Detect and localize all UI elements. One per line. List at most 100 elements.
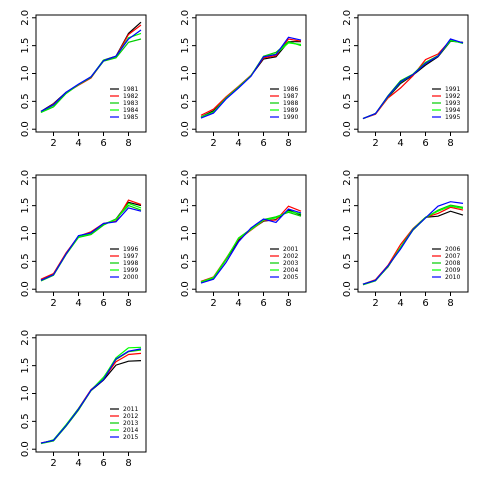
y-tick-label: 1.5 [20,358,31,374]
x-tick-label: 2 [372,138,378,149]
y-tick-label: 1.5 [342,198,353,214]
x-tick-label: 2 [50,458,56,469]
legend-label: 2011 [123,406,138,413]
legend-label: 2010 [445,274,460,281]
x-tick-label: 8 [125,298,131,309]
legend-label: 1987 [283,93,298,100]
legend-label: 1993 [445,100,460,107]
legend-label: 1998 [123,260,138,267]
y-tick-label: 2.0 [20,170,31,186]
y-tick-label: 2.0 [180,10,191,26]
legend-label: 2009 [445,267,460,274]
series-line-1995 [362,38,464,120]
y-tick-label: 1.0 [180,226,191,242]
x-tick-label: 6 [100,458,106,469]
y-tick-label: 0.0 [20,441,31,457]
y-tick-label: 2.0 [20,10,31,26]
legend-label: 1994 [445,107,460,114]
y-tick-label: 1.0 [342,66,353,82]
y-tick-label: 0.0 [180,121,191,137]
y-tick-label: 0.0 [180,281,191,297]
y-tick-label: 0.5 [180,253,191,269]
legend-label: 2008 [445,260,460,267]
legend-label: 1996 [123,246,138,253]
legend-label: 2002 [283,253,298,260]
y-tick-label: 1.5 [20,198,31,214]
legend-label: 1990 [283,114,298,121]
y-tick-label: 2.0 [180,170,191,186]
legend-label: 1983 [123,100,138,107]
x-tick-label: 4 [397,298,403,309]
y-tick-label: 0.0 [20,121,31,137]
x-tick-label: 8 [285,298,291,309]
y-tick-label: 0.5 [180,93,191,109]
legend-label: 1989 [283,107,298,114]
x-tick-label: 4 [397,138,403,149]
y-tick-label: 0.5 [20,253,31,269]
series-line-1985 [40,29,142,112]
legend-label: 1991 [445,86,460,93]
series-line-1990 [200,36,302,119]
x-tick-label: 2 [50,138,56,149]
series-line-2005 [200,208,302,284]
legend-label: 2003 [283,260,298,267]
x-tick-label: 4 [75,138,81,149]
y-tick-label: 1.5 [20,38,31,54]
x-tick-label: 4 [235,138,241,149]
x-tick-label: 2 [210,138,216,149]
x-tick-label: 8 [447,298,453,309]
y-tick-label: 1.0 [342,226,353,242]
legend-label: 2000 [123,274,138,281]
x-tick-label: 4 [75,298,81,309]
x-tick-label: 2 [372,298,378,309]
legend-label: 1995 [445,114,460,121]
y-tick-label: 0.5 [342,93,353,109]
x-tick-label: 6 [100,298,106,309]
x-tick-label: 6 [422,138,428,149]
x-tick-label: 6 [100,138,106,149]
legend-label: 1981 [123,86,138,93]
legend-label: 1988 [283,100,298,107]
y-tick-label: 1.0 [20,66,31,82]
legend-label: 2012 [123,413,138,420]
legend-label: 1999 [123,267,138,274]
legend-label: 1985 [123,114,138,121]
legend-label: 2007 [445,253,460,260]
y-tick-label: 1.5 [180,38,191,54]
y-tick-label: 0.0 [342,121,353,137]
legend-label: 2014 [123,427,138,434]
y-tick-label: 0.5 [20,93,31,109]
legend-label: 2001 [283,246,298,253]
y-tick-label: 0.0 [20,281,31,297]
y-tick-label: 0.5 [20,413,31,429]
x-tick-label: 4 [75,458,81,469]
legend-label: 2013 [123,420,138,427]
legend-label: 2005 [283,274,298,281]
y-tick-label: 2.0 [342,170,353,186]
y-tick-label: 0.5 [342,253,353,269]
y-tick-label: 1.0 [20,226,31,242]
x-tick-label: 8 [447,138,453,149]
x-tick-label: 6 [260,298,266,309]
y-tick-label: 0.0 [342,281,353,297]
legend-label: 2015 [123,434,138,441]
x-tick-label: 2 [50,298,56,309]
legend-label: 1992 [445,93,460,100]
y-tick-label: 2.0 [20,330,31,346]
series-line-2000 [40,207,142,281]
x-tick-label: 6 [260,138,266,149]
x-tick-label: 8 [285,138,291,149]
y-tick-label: 1.0 [180,66,191,82]
legend-label: 1986 [283,86,298,93]
series-line-2015 [40,348,142,444]
y-tick-label: 1.5 [180,198,191,214]
legend-label: 1997 [123,253,138,260]
